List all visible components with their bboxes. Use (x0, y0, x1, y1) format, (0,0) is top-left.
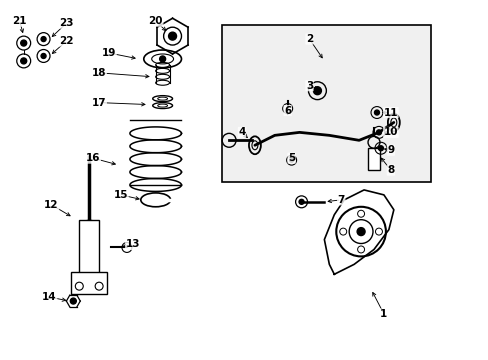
Circle shape (41, 37, 46, 41)
Bar (71, 272, 107, 294)
Circle shape (168, 32, 176, 40)
Text: 5: 5 (287, 153, 295, 163)
Text: 13: 13 (125, 239, 140, 249)
Text: 12: 12 (44, 200, 59, 210)
Text: 9: 9 (386, 145, 394, 155)
Circle shape (299, 199, 304, 204)
Circle shape (70, 298, 76, 304)
Text: 23: 23 (59, 18, 74, 28)
Circle shape (160, 56, 165, 62)
Bar (367, 148, 379, 170)
Bar (222, 25, 429, 182)
Circle shape (41, 54, 46, 58)
Circle shape (289, 158, 293, 162)
Circle shape (376, 130, 381, 135)
Text: 1: 1 (380, 309, 387, 319)
Circle shape (20, 58, 27, 64)
Text: 7: 7 (337, 195, 344, 205)
Text: 21: 21 (13, 16, 27, 26)
Text: 14: 14 (42, 292, 57, 302)
Circle shape (374, 110, 379, 115)
Text: 17: 17 (92, 98, 106, 108)
Text: 8: 8 (386, 165, 394, 175)
Text: 20: 20 (148, 16, 163, 26)
Text: 6: 6 (284, 105, 291, 116)
Text: 15: 15 (114, 190, 128, 200)
Bar (79, 220, 99, 274)
Text: 11: 11 (383, 108, 397, 117)
Polygon shape (324, 190, 393, 274)
Text: 18: 18 (92, 68, 106, 78)
Circle shape (20, 40, 27, 46)
Text: 19: 19 (102, 48, 116, 58)
Text: 2: 2 (305, 34, 312, 44)
Circle shape (356, 228, 365, 235)
Circle shape (378, 146, 383, 151)
Circle shape (313, 87, 321, 95)
Text: 22: 22 (59, 36, 74, 46)
Text: 16: 16 (86, 153, 100, 163)
Text: 10: 10 (383, 127, 397, 138)
Text: 4: 4 (238, 127, 245, 138)
Text: 3: 3 (305, 81, 312, 91)
